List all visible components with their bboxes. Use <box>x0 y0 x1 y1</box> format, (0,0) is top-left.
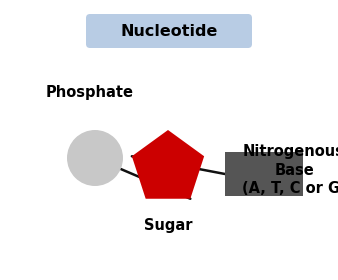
Text: Nucleotide: Nucleotide <box>120 24 218 39</box>
Text: Nitrogenous
Base
(A, T, C or G): Nitrogenous Base (A, T, C or G) <box>242 144 338 196</box>
Polygon shape <box>132 130 204 199</box>
Bar <box>225 152 303 196</box>
Circle shape <box>67 130 123 186</box>
FancyBboxPatch shape <box>86 14 252 48</box>
Text: Sugar: Sugar <box>144 218 192 233</box>
Text: Phosphate: Phosphate <box>46 85 134 100</box>
